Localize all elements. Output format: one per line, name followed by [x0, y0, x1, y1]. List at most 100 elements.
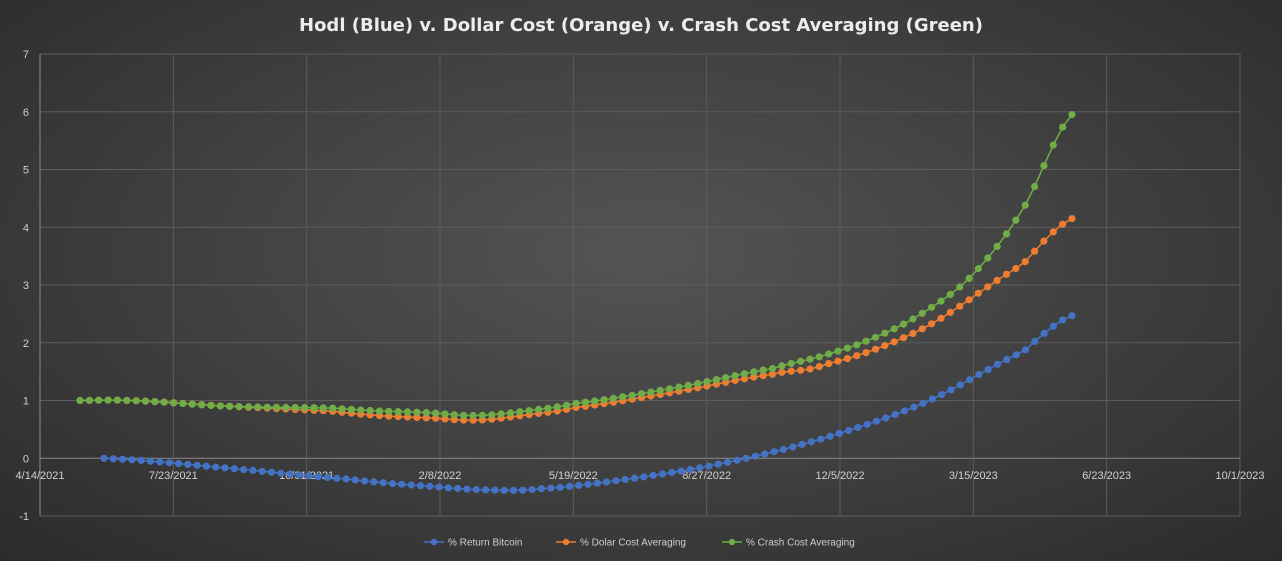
- data-point: [535, 405, 543, 413]
- data-point: [170, 399, 178, 407]
- data-point: [928, 303, 936, 311]
- data-point: [286, 470, 294, 478]
- data-point: [450, 411, 458, 419]
- data-point: [375, 407, 384, 415]
- data-point: [174, 460, 183, 468]
- data-point: [666, 385, 674, 393]
- data-point: [759, 372, 767, 380]
- data-point: [1049, 322, 1057, 330]
- legend-swatch-marker: [562, 538, 570, 546]
- data-point: [910, 403, 918, 411]
- data-point: [342, 475, 350, 483]
- data-point: [696, 464, 704, 472]
- data-point: [890, 325, 898, 333]
- data-point: [1040, 329, 1048, 337]
- data-point: [1003, 355, 1011, 363]
- data-point: [100, 454, 108, 462]
- data-point: [394, 408, 402, 416]
- data-point: [216, 402, 224, 410]
- data-point: [798, 440, 806, 448]
- data-point: [1021, 346, 1030, 354]
- data-point: [899, 320, 908, 328]
- data-point: [843, 344, 852, 352]
- data-point: [472, 486, 480, 494]
- data-point: [202, 462, 210, 470]
- data-point: [104, 396, 112, 404]
- data-point: [909, 315, 917, 323]
- data-point: [826, 432, 834, 440]
- data-point: [85, 396, 93, 404]
- data-point: [686, 465, 695, 473]
- data-point: [388, 480, 397, 488]
- data-point: [403, 408, 412, 416]
- data-point: [946, 290, 954, 298]
- x-tick-label: 5/19/2022: [549, 470, 598, 482]
- data-point: [918, 325, 926, 333]
- data-point: [724, 458, 732, 466]
- data-point: [581, 398, 590, 406]
- data-point: [537, 485, 546, 493]
- data-point: [305, 472, 313, 480]
- data-point: [572, 399, 580, 407]
- data-point: [694, 379, 702, 388]
- data-point: [282, 403, 290, 411]
- data-point: [509, 486, 518, 494]
- data-point: [890, 338, 898, 346]
- data-point: [151, 398, 159, 406]
- data-point: [647, 388, 655, 396]
- data-point: [928, 395, 937, 403]
- data-point: [123, 396, 131, 404]
- data-point: [825, 360, 833, 368]
- data-point: [733, 456, 741, 464]
- data-point: [900, 407, 909, 415]
- data-point: [441, 410, 449, 418]
- data-point: [862, 349, 870, 357]
- data-point: [1068, 312, 1076, 320]
- x-axis-ticks: 4/14/20217/23/202110/31/20212/8/20225/19…: [16, 470, 1265, 482]
- data-point: [649, 471, 657, 479]
- data-point: [240, 466, 248, 474]
- data-point: [881, 329, 889, 337]
- data-point: [357, 406, 365, 414]
- data-point: [891, 410, 899, 419]
- data-point: [488, 411, 496, 419]
- data-point: [263, 403, 271, 411]
- data-point: [128, 456, 136, 464]
- data-point: [1040, 162, 1048, 170]
- data-point: [882, 414, 890, 422]
- data-point: [547, 484, 555, 492]
- data-point: [834, 347, 842, 355]
- data-point: [1002, 270, 1011, 278]
- data-point: [482, 486, 490, 494]
- data-point: [432, 409, 440, 417]
- series-1: [100, 312, 1076, 494]
- data-point: [1012, 216, 1020, 224]
- legend-label: % Crash Cost Averaging: [746, 538, 855, 549]
- data-point: [370, 478, 378, 486]
- data-point: [1049, 228, 1057, 236]
- data-point: [750, 373, 758, 381]
- data-point: [422, 409, 430, 417]
- y-tick-label: 4: [23, 222, 29, 234]
- data-point: [1031, 182, 1039, 191]
- data-point: [918, 309, 926, 317]
- data-point: [426, 482, 434, 490]
- data-point: [338, 405, 346, 413]
- data-point: [789, 443, 797, 451]
- data-point: [722, 374, 730, 382]
- data-point: [565, 482, 574, 490]
- data-point: [612, 477, 620, 485]
- data-point: [351, 476, 359, 484]
- data-point: [398, 480, 406, 488]
- data-point: [1021, 258, 1029, 266]
- data-point: [630, 474, 639, 482]
- data-point: [403, 413, 412, 421]
- data-point: [787, 359, 795, 368]
- data-point: [188, 400, 196, 408]
- data-point: [965, 296, 973, 304]
- data-point: [207, 401, 215, 409]
- data-point: [416, 482, 425, 490]
- data-point: [212, 463, 220, 471]
- data-point: [179, 399, 187, 408]
- x-tick-label: 12/5/2022: [816, 470, 865, 482]
